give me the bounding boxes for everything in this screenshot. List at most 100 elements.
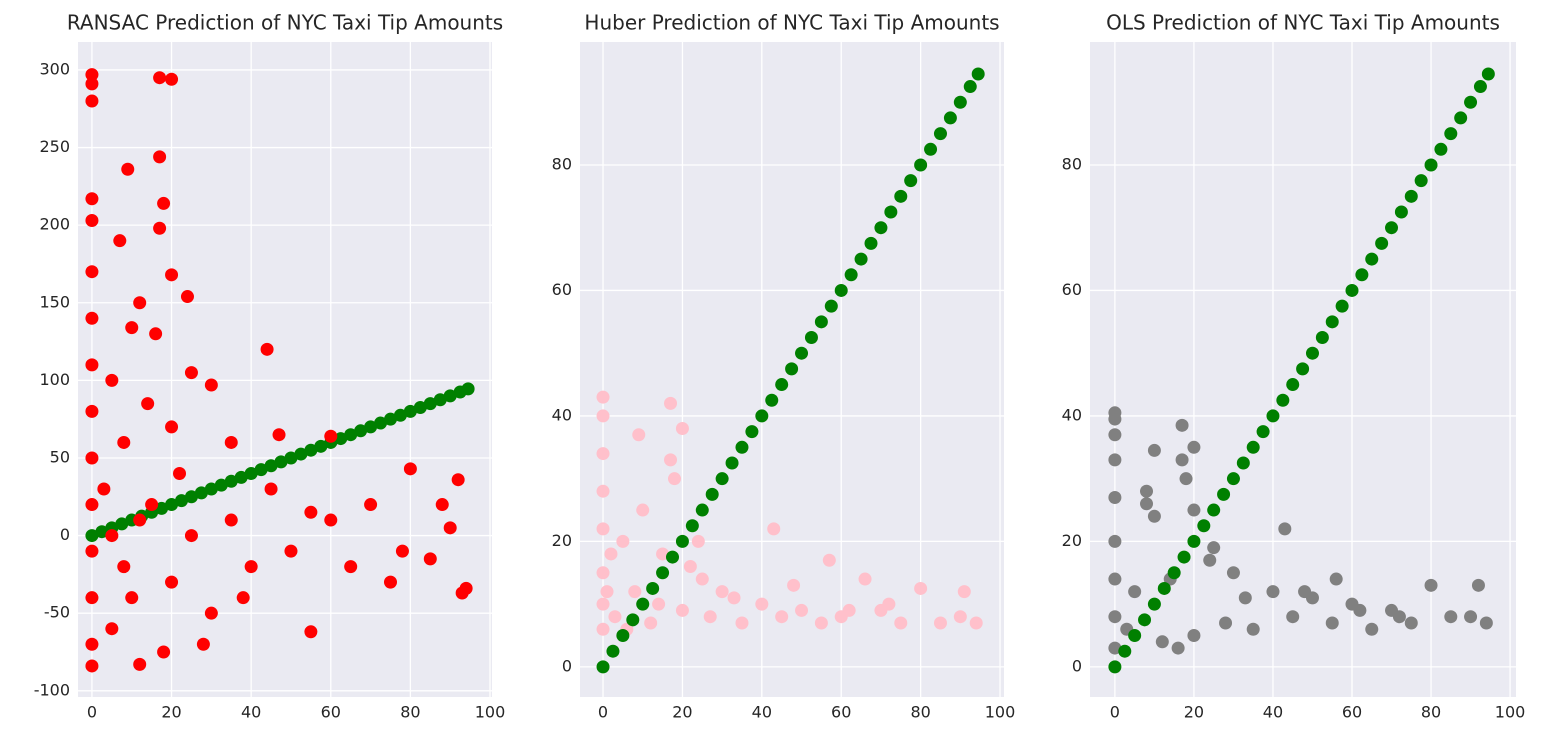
point [834,283,848,297]
point [184,490,198,504]
point [105,373,119,387]
point [1325,616,1339,630]
point [1236,456,1250,470]
point [608,610,622,624]
point [85,637,99,651]
point [1305,346,1319,360]
point [914,581,928,595]
point [344,428,358,442]
point [1325,315,1339,329]
point [324,513,338,527]
point [735,616,749,630]
x-tick-label: 60 [1342,703,1362,722]
point [1464,95,1478,109]
point [274,455,288,469]
point [395,544,409,558]
y-tick-label: 150 [39,292,70,311]
point [1276,393,1290,407]
point [616,629,630,643]
point [1329,572,1343,586]
point [1175,418,1189,432]
y-tick-label: 20 [552,531,572,550]
point [125,591,139,605]
chart-title: RANSAC Prediction of NYC Taxi Tip Amount… [67,11,503,35]
point [153,71,167,85]
x-tick-label: 60 [831,703,851,722]
point [1481,67,1495,81]
point [344,560,358,574]
point [145,498,159,512]
point [244,466,258,480]
point [1147,509,1161,523]
point [224,513,238,527]
point [1454,111,1468,125]
point [596,447,610,461]
point [971,67,985,81]
point [604,547,618,561]
point [1108,534,1122,548]
point [636,597,650,611]
point [1424,158,1438,172]
point [765,393,779,407]
point [194,486,208,500]
point [606,644,620,658]
point [894,189,908,203]
point [787,578,801,592]
point [1444,127,1458,141]
point [105,622,119,636]
point [675,421,689,435]
y-tick-label: 100 [39,370,70,389]
point [254,463,268,477]
point [596,566,610,580]
point [1108,428,1122,442]
point [459,581,473,595]
point [1266,585,1280,599]
point [904,174,918,188]
point [115,517,129,531]
point [795,603,809,617]
point [383,412,397,426]
point [1140,497,1154,511]
point [664,453,678,467]
y-tick-label: 0 [562,656,572,675]
point [272,428,286,442]
y-tick-label: 20 [1062,531,1082,550]
point [1207,541,1221,555]
point [1256,425,1270,439]
point [1424,578,1438,592]
point [1128,585,1142,599]
point [133,513,147,527]
y-tick-label: 200 [39,215,70,234]
point [1414,174,1428,188]
x-tick-label: 60 [321,703,341,722]
point [755,409,769,423]
point [284,451,298,465]
point [656,566,670,580]
point [95,525,109,539]
x-tick-label: 100 [1495,703,1526,722]
point [85,544,99,558]
point [1187,534,1201,548]
point [683,560,697,574]
point [204,606,218,620]
point [117,435,131,449]
point [1108,490,1122,504]
point [1345,283,1359,297]
point [1353,603,1367,617]
point [1108,641,1122,655]
point [957,585,971,599]
point [1217,487,1231,501]
point [1365,252,1379,266]
points [85,68,475,673]
point [628,585,642,599]
point [294,447,308,461]
y-tick-label: 40 [552,405,572,424]
point [117,560,131,574]
point [423,397,437,411]
point [97,482,111,496]
point [824,299,838,313]
x-tick-label: 20 [1184,703,1204,722]
point [656,547,670,561]
point [795,346,809,360]
point [1226,472,1240,486]
